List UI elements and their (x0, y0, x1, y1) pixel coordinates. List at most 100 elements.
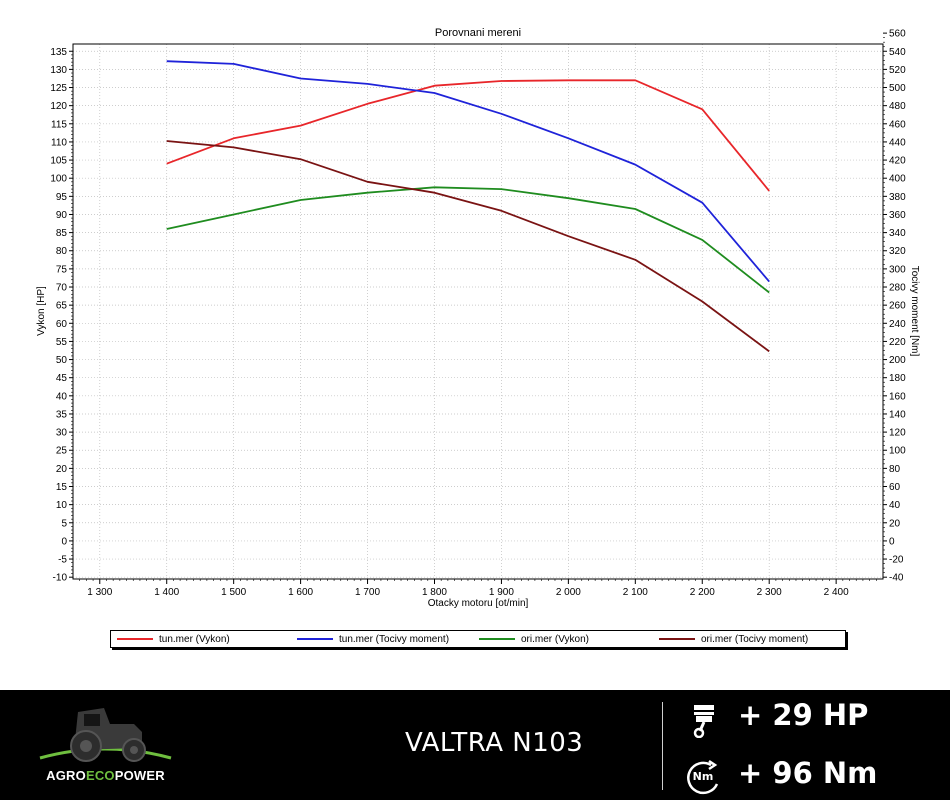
y2-tick-label: 240 (889, 319, 906, 330)
y2-tick-label: 520 (889, 65, 906, 76)
piston-icon (693, 705, 714, 738)
y-tick-label: 30 (56, 428, 68, 439)
y2-tick-label: 140 (889, 409, 906, 420)
legend-label-ori-moment: ori.mer (Tocivy moment) (701, 633, 809, 645)
y-tick-label: -10 (53, 573, 68, 584)
y2-tick-label: 380 (889, 192, 906, 203)
y2-tick-label: 80 (889, 464, 901, 475)
legend-label-tun-moment: tun.mer (Tocivy moment) (339, 633, 450, 645)
y2-tick-label: 400 (889, 174, 906, 185)
legend-label-tun-vykon: tun.mer (Vykon) (159, 633, 230, 645)
y2-tick-label: 280 (889, 283, 906, 294)
y-tick-label: 25 (56, 446, 68, 457)
legend-item-tun-vykon: tun.mer (Vykon) (117, 631, 230, 647)
legend-label-ori-vykon: ori.mer (Vykon) (521, 633, 589, 645)
tractor-logo-icon (39, 708, 172, 762)
y-tick-label: -5 (58, 555, 67, 566)
brand-part-agro: AGRO (46, 768, 86, 783)
y2-tick-label: 160 (889, 391, 906, 402)
y-tick-label: 0 (61, 536, 67, 547)
y-tick-label: 125 (50, 83, 67, 94)
y-tick-label: 55 (56, 337, 68, 348)
x-tick-label: 2 100 (623, 587, 648, 598)
legend-item-ori-moment: ori.mer (Tocivy moment) (659, 631, 808, 647)
y-tick-label: 115 (51, 119, 67, 130)
y2-tick-label: 560 (889, 29, 906, 40)
y-tick-label: 65 (56, 301, 68, 312)
y2-tick-label: 20 (889, 518, 901, 529)
y-axis-label: Vykon [HP] (36, 286, 47, 336)
y2-tick-label: 40 (889, 500, 901, 511)
y-tick-label: 105 (50, 156, 67, 167)
y2-tick-label: 480 (889, 101, 906, 112)
torque-icon-label: Nm (693, 770, 714, 783)
y2-tick-label: 120 (889, 428, 906, 439)
y2-tick-label: 0 (889, 536, 895, 547)
y-axis-left: -10 -5 0 5 10 15 20 25 30 35 40 45 50 55 60 65 70 75 80 85 9… (50, 47, 73, 584)
footer-banner: AGROECOPOWER VALTRA N103 + 29 HP Nm + 96… (0, 690, 950, 800)
y-tick-label: 110 (51, 137, 67, 148)
nm-gain-value: + 96 Nm (738, 756, 878, 790)
series-line-0 (166, 79, 770, 192)
y-tick-label: 100 (50, 174, 67, 185)
chart-area: Porovnani mereni 1 300 1 400 1 500 1 600 1 7… (36, 27, 920, 648)
x-axis: 1 300 1 400 1 500 1 600 1 700 1 800 1 900 2 000… (79, 579, 877, 598)
x-tick-label: 1 600 (288, 587, 313, 598)
y2-tick-label: -20 (889, 555, 904, 566)
torque-gauge-icon: Nm (687, 759, 719, 795)
legend-item-tun-moment: tun.mer (Tocivy moment) (297, 631, 449, 647)
brand-part-eco: ECO (85, 768, 115, 783)
y-tick-label: 5 (61, 518, 67, 529)
x-tick-label: 1 500 (221, 587, 246, 598)
series-layer (166, 60, 770, 353)
y-axis-right: -40 -20 0 20 40 60 80 100 120 140 160 180 200 220 240 2… (883, 29, 906, 584)
y2-axis-label: Tocivy moment [Nm] (909, 266, 920, 357)
footer-divider (662, 702, 663, 790)
x-tick-label: 1 900 (489, 587, 514, 598)
y-tick-label: 90 (56, 210, 68, 221)
series-line-1 (166, 60, 770, 283)
y2-tick-label: 420 (889, 156, 906, 167)
y-tick-label: 10 (56, 500, 68, 511)
y2-tick-label: 360 (889, 210, 906, 221)
y2-tick-label: 460 (889, 119, 906, 130)
x-tick-label: 1 300 (87, 587, 112, 598)
y-tick-label: 80 (56, 246, 68, 257)
y-tick-label: 75 (56, 264, 68, 275)
y2-tick-label: 340 (889, 228, 906, 239)
brand-wordmark: AGROECOPOWER (38, 768, 173, 783)
brand-part-power: POWER (114, 768, 165, 783)
chart-svg: Porovnani mereni 1 300 1 400 1 500 1 600 1 7… (36, 27, 920, 609)
y-tick-label: 40 (56, 391, 68, 402)
y-tick-label: 130 (50, 65, 67, 76)
tractor-model-name: VALTRA N103 (405, 728, 584, 758)
y-tick-label: 20 (56, 464, 68, 475)
y-tick-label: 95 (56, 192, 68, 203)
y2-tick-label: 440 (889, 137, 906, 148)
y-tick-label: 45 (56, 373, 68, 384)
y2-tick-label: 200 (889, 355, 906, 366)
grid-layer (73, 44, 883, 579)
y2-tick-label: 540 (889, 47, 906, 58)
y-tick-label: 70 (56, 283, 68, 294)
y2-tick-label: 500 (889, 83, 906, 94)
legend: tun.mer (Vykon) tun.mer (Tocivy moment) … (110, 630, 846, 648)
legend-swatch-tun-vykon (117, 638, 153, 640)
x-axis-label: Otacky motoru [ot/min] (428, 598, 529, 609)
x-tick-label: 1 800 (422, 587, 447, 598)
y2-tick-label: 60 (889, 482, 901, 493)
y-tick-label: 135 (50, 47, 67, 58)
series-line-2 (166, 186, 770, 294)
legend-item-ori-vykon: ori.mer (Vykon) (479, 631, 589, 647)
y-tick-label: 60 (56, 319, 68, 330)
hp-gain-value: + 29 HP (738, 698, 869, 732)
y-tick-label: 85 (56, 228, 68, 239)
x-tick-label: 2 400 (824, 587, 849, 598)
legend-swatch-ori-vykon (479, 638, 515, 640)
x-tick-label: 2 300 (757, 587, 782, 598)
y2-tick-label: -40 (889, 573, 904, 584)
x-tick-label: 2 000 (556, 587, 581, 598)
x-tick-label: 1 400 (154, 587, 179, 598)
legend-swatch-ori-moment (659, 638, 695, 640)
x-tick-label: 2 200 (690, 587, 715, 598)
